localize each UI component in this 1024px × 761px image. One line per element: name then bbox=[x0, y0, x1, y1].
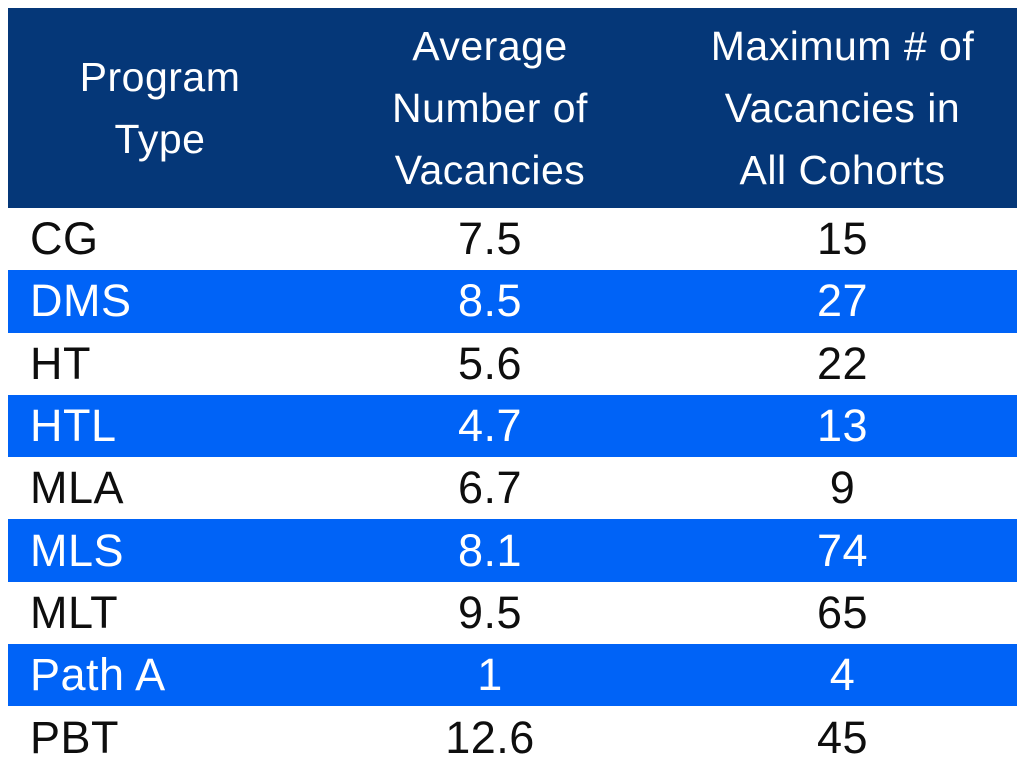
avg-vacancies-cell: 8.1 bbox=[457, 524, 523, 576]
avg-vacancies-cell: 9.5 bbox=[457, 586, 523, 638]
column-header-program-type: Program Type bbox=[8, 8, 312, 208]
header-line: Program bbox=[79, 54, 241, 100]
header-line: Average bbox=[412, 23, 568, 69]
table-row: HT 5.6 22 bbox=[8, 332, 1017, 395]
program-type-cell: DMS bbox=[30, 275, 132, 327]
column-header-average-vacancies: Average Number of Vacancies bbox=[312, 8, 668, 208]
table-row: DMS 8.5 27 bbox=[8, 270, 1017, 333]
table-body: CG 7.5 15 DMS 8.5 27 HT 5.6 22 HTL 4.7 1… bbox=[8, 208, 1017, 761]
table-row: MLA 6.7 9 bbox=[8, 457, 1017, 520]
program-type-cell: CG bbox=[30, 213, 99, 265]
avg-vacancies-cell: 7.5 bbox=[457, 213, 523, 265]
table-header: Program Type Average Number of Vacancies… bbox=[8, 8, 1017, 208]
max-vacancies-cell: 22 bbox=[816, 337, 869, 389]
vacancies-table: Program Type Average Number of Vacancies… bbox=[8, 8, 1017, 761]
header-line: Number of bbox=[392, 85, 588, 131]
max-vacancies-cell: 15 bbox=[816, 213, 869, 265]
max-vacancies-cell: 27 bbox=[816, 275, 869, 327]
header-line: Type bbox=[114, 116, 206, 162]
max-vacancies-cell: 9 bbox=[829, 462, 856, 514]
max-vacancies-cell: 65 bbox=[816, 586, 869, 638]
avg-vacancies-cell: 6.7 bbox=[457, 462, 523, 514]
program-type-cell: MLA bbox=[30, 462, 125, 514]
header-line: Maximum # of bbox=[710, 23, 975, 69]
avg-vacancies-cell: 4.7 bbox=[457, 400, 523, 452]
max-vacancies-cell: 74 bbox=[816, 524, 869, 576]
header-row: Program Type Average Number of Vacancies… bbox=[8, 8, 1017, 208]
program-type-cell: MLS bbox=[30, 524, 125, 576]
program-type-cell: HT bbox=[30, 337, 91, 389]
column-header-max-vacancies: Maximum # of Vacancies in All Cohorts bbox=[668, 8, 1017, 208]
program-type-cell: PBT bbox=[30, 711, 120, 761]
header-line: Vacancies in bbox=[724, 85, 961, 131]
header-line: Vacancies bbox=[394, 147, 586, 193]
program-type-cell: HTL bbox=[30, 400, 117, 452]
avg-vacancies-cell: 8.5 bbox=[457, 275, 523, 327]
avg-vacancies-cell: 1 bbox=[477, 649, 503, 701]
avg-vacancies-cell: 12.6 bbox=[445, 711, 535, 761]
table-row: MLS 8.1 74 bbox=[8, 519, 1017, 582]
max-vacancies-cell: 13 bbox=[816, 400, 869, 452]
table-row: Path A 1 4 bbox=[8, 644, 1017, 707]
max-vacancies-cell: 45 bbox=[816, 711, 869, 761]
program-type-cell: Path A bbox=[30, 649, 166, 701]
table-row: CG 7.5 15 bbox=[8, 208, 1017, 271]
avg-vacancies-cell: 5.6 bbox=[457, 337, 523, 389]
header-line: All Cohorts bbox=[739, 147, 946, 193]
table-row: MLT 9.5 65 bbox=[8, 581, 1017, 645]
program-type-cell: MLT bbox=[30, 586, 119, 638]
table-row: HTL 4.7 13 bbox=[8, 394, 1017, 458]
max-vacancies-cell: 4 bbox=[829, 649, 856, 701]
table-row: PBT 12.6 45 bbox=[8, 706, 1017, 761]
